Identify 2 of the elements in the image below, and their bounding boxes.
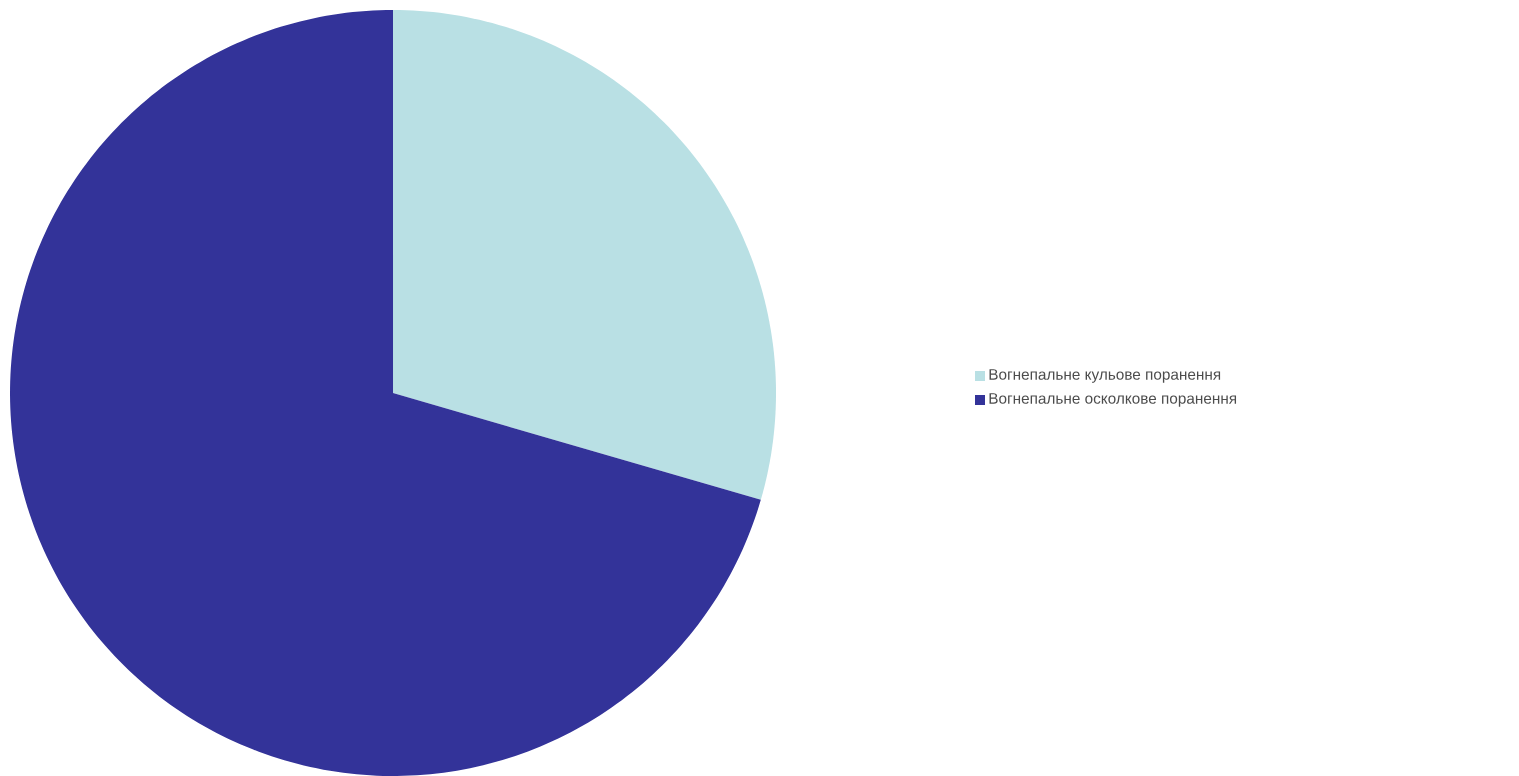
- legend-label: Вогнепальне кульове поранення: [989, 369, 1221, 383]
- legend-label: Вогнепальне осколкове поранення: [989, 393, 1237, 407]
